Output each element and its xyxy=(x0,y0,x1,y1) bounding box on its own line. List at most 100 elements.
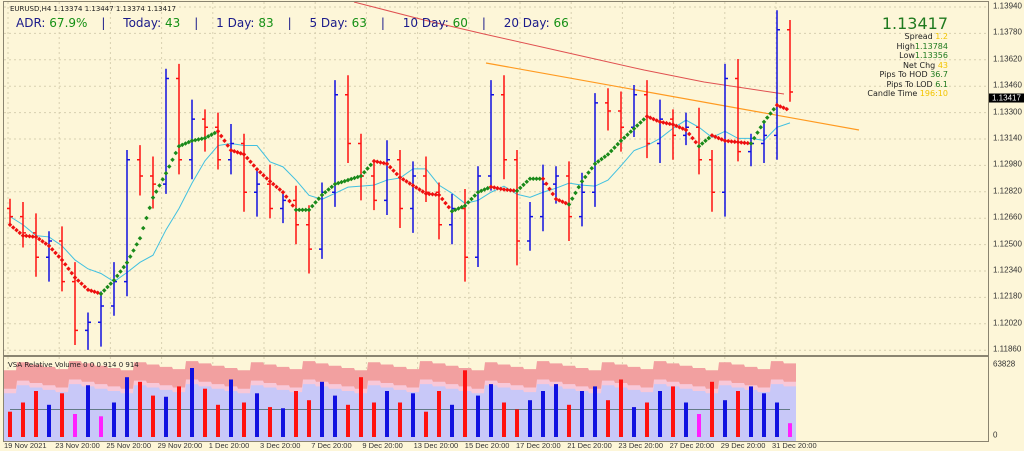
volume-bar xyxy=(489,384,493,437)
signal-dot xyxy=(696,143,702,149)
pips-hod-label: Pips To HOD xyxy=(879,70,928,79)
signal-dot xyxy=(251,163,257,168)
net-chg-value: 43 xyxy=(937,60,948,70)
date-tick: 13 Dec 20:00 xyxy=(413,441,459,450)
price-tick: 1.12660 xyxy=(993,212,1022,222)
volume-bar xyxy=(749,386,753,437)
volume-bar xyxy=(216,404,220,437)
volume-bar xyxy=(437,391,441,437)
volume-bar xyxy=(450,404,454,437)
date-tick: 31 Dec 20:00 xyxy=(772,441,817,450)
volume-bar xyxy=(359,377,363,437)
signal-dot xyxy=(605,152,611,157)
candle-time-value: 196:10 xyxy=(919,89,948,98)
volume-bar xyxy=(73,414,77,437)
signal-dot xyxy=(521,182,526,188)
signal-dot xyxy=(215,129,221,134)
volume-pane[interactable]: VSA Relative Volume 0 0 0 914 0 914 xyxy=(3,356,989,442)
signal-dot xyxy=(163,171,169,176)
signal-dot xyxy=(615,141,621,147)
day1-label: 1 Day: xyxy=(216,16,255,30)
symbol-line: EURUSD,H4 1.13374 1.13447 1.13374 1.1341… xyxy=(10,5,176,13)
signal-dot xyxy=(443,200,448,206)
date-tick: 7 Dec 20:00 xyxy=(311,441,352,450)
signal-dot xyxy=(771,107,777,112)
low-label: Low xyxy=(899,51,915,60)
low-value: 1.13356 xyxy=(914,51,948,60)
signal-dot xyxy=(459,204,465,210)
candle-time-label: Candle Time xyxy=(867,89,918,98)
volume-bar xyxy=(775,402,779,437)
info-panel: 1.13417 Spread 1.2 High1.13784 Low1.1335… xyxy=(867,16,948,99)
signal-dot xyxy=(599,156,604,162)
volume-bar xyxy=(307,400,311,437)
volume-bar xyxy=(164,396,168,437)
volume-bar xyxy=(463,370,467,437)
date-tick: 27 Dec 20:00 xyxy=(669,441,715,450)
signal-dot xyxy=(517,185,523,191)
signal-dot xyxy=(378,160,383,165)
signal-dot xyxy=(602,154,608,159)
signal-dot xyxy=(514,188,520,194)
signal-dot xyxy=(469,196,474,202)
day10-value: 60 xyxy=(452,16,468,30)
date-tick: 9 Dec 20:00 xyxy=(362,441,403,450)
signal-dot xyxy=(374,159,380,165)
signal-dot xyxy=(625,132,630,137)
price-tick: 1.12820 xyxy=(993,186,1022,196)
volume-axis-max: 63828 xyxy=(993,359,1016,369)
volume-bar xyxy=(554,384,558,437)
volume-bar xyxy=(606,400,610,437)
signal-dot xyxy=(394,171,400,177)
volume-bar xyxy=(190,368,194,437)
volume-canvas xyxy=(4,357,796,441)
volume-bar xyxy=(788,423,792,437)
signal-dot xyxy=(690,135,695,141)
price-tick: 1.12180 xyxy=(993,291,1022,301)
signal-dot xyxy=(192,137,198,143)
signal-dot xyxy=(69,270,75,276)
signal-dot xyxy=(270,181,276,187)
signal-dot xyxy=(150,195,156,200)
signal-dot xyxy=(667,121,673,127)
signal-dot xyxy=(387,164,393,170)
signal-dot xyxy=(264,176,270,181)
price-chart-pane[interactable]: EURUSD,H4 1.13374 1.13447 1.13374 1.1341… xyxy=(3,1,989,356)
signal-dot xyxy=(277,187,283,192)
adr-value: 67.9% xyxy=(49,16,88,30)
signal-dot xyxy=(56,254,62,259)
signal-dot xyxy=(612,145,617,150)
signal-dot xyxy=(244,155,250,161)
signal-dot xyxy=(17,230,23,236)
signal-dot xyxy=(498,186,504,192)
volume-bar xyxy=(424,411,428,437)
signal-dot xyxy=(127,254,133,259)
date-tick: 1 Dec 20:00 xyxy=(208,441,250,450)
volume-bar xyxy=(203,388,207,437)
price-tick: 1.12980 xyxy=(993,159,1022,169)
signal-dot xyxy=(703,138,708,144)
trendline xyxy=(485,62,860,131)
volume-bar xyxy=(632,407,636,437)
signal-dot xyxy=(365,166,370,171)
date-tick: 29 Dec 20:00 xyxy=(720,441,766,450)
signal-dot xyxy=(218,133,224,139)
signal-dot xyxy=(199,136,205,142)
signal-dot xyxy=(628,129,634,134)
volume-bar xyxy=(619,379,623,437)
signal-dot xyxy=(608,148,614,154)
date-tick: 3 Dec 20:00 xyxy=(260,441,301,450)
volume-bar xyxy=(281,408,285,437)
signal-dot xyxy=(36,236,42,242)
volume-bar xyxy=(242,402,246,437)
signal-dot xyxy=(436,192,442,198)
signal-dot xyxy=(131,248,136,253)
signal-dot xyxy=(371,158,377,164)
date-tick: 23 Dec 20:00 xyxy=(618,441,664,450)
signal-dot xyxy=(118,269,123,274)
volume-bar xyxy=(346,404,350,437)
signal-dot xyxy=(114,273,120,279)
price-tick: 1.13780 xyxy=(993,27,1022,37)
signal-dot xyxy=(108,281,114,286)
